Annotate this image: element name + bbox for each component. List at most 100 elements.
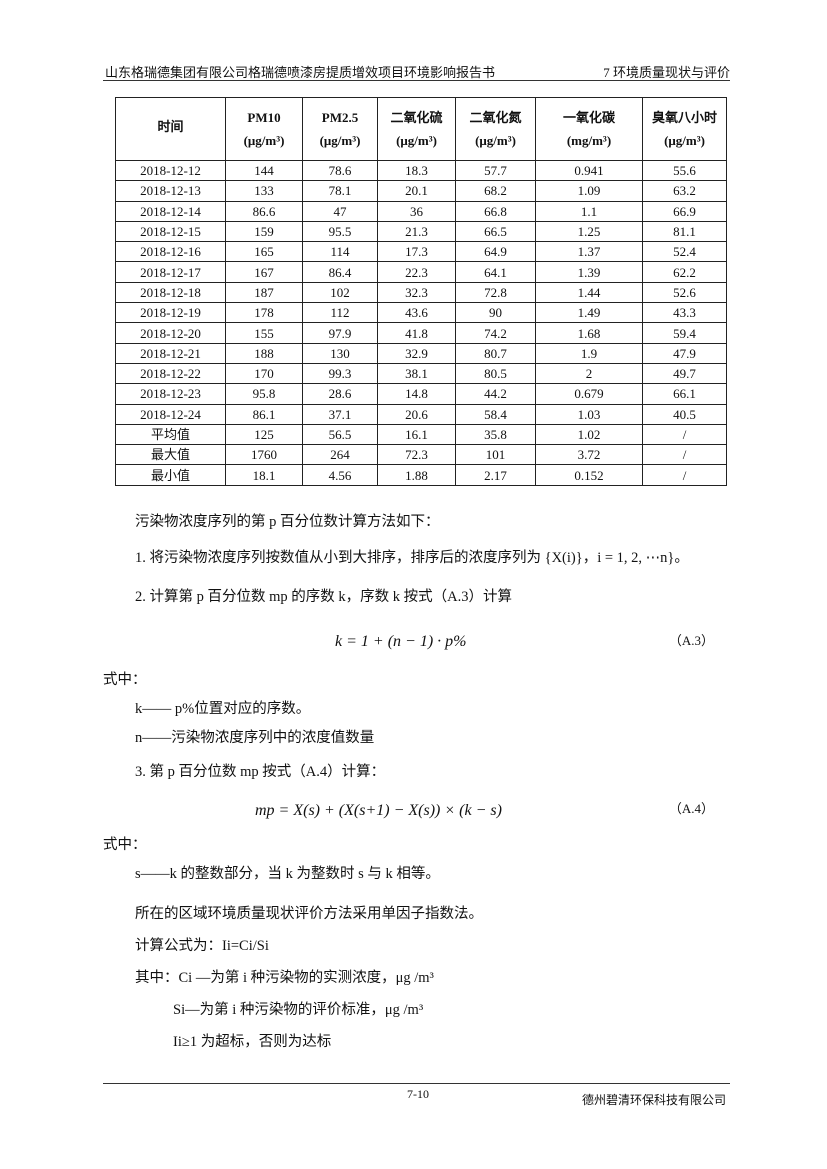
table-cell: 86.6 [225,200,303,222]
table-row: 2018-12-18 187 102 32.3 72.8 1.44 52.6 [115,281,727,304]
table-cell: 101 [455,444,536,466]
table-cell: 72.3 [377,444,456,466]
column-header: 一氧化碳 (mg/m³) [535,97,643,161]
column-unit: (μg/m³) [396,133,437,148]
table-cell: 1760 [225,444,303,466]
table-cell: 90 [455,302,536,324]
table-cell: 38.1 [377,362,456,385]
table-cell: 2018-12-22 [115,362,226,385]
table-cell: 44.2 [455,383,536,405]
table-cell: 2018-12-14 [115,200,226,222]
table-cell: 188 [225,342,303,364]
table-cell: 16.1 [377,423,456,446]
table-cell: 37.1 [302,403,378,425]
definition-s: s——k 的整数部分，当 k 为整数时 s 与 k 相等。 [135,866,440,882]
table-cell: 0.152 [535,464,643,486]
table-cell: 20.6 [377,403,456,425]
table-cell: 最小值 [115,464,226,486]
table-cell: 1.09 [535,180,643,202]
table-cell: 56.5 [302,423,378,446]
table-cell: 18.1 [225,464,303,486]
equation-a3: k = 1 + (n − 1) · p% [335,633,467,650]
table-cell: 55.6 [642,159,727,182]
table-cell: 43.6 [377,302,456,324]
table-cell: 2 [535,362,643,385]
table-cell: 3.72 [535,444,643,466]
table-cell: 18.3 [377,159,456,182]
table-cell: 22.3 [377,261,456,283]
column-name: 二氧化氮 [469,110,522,125]
definition-n: n——污染物浓度序列中的浓度值数量 [135,730,375,746]
column-name: PM2.5 [321,110,359,125]
table-cell: 20.1 [377,180,456,202]
si-definition: Si—为第 i 种污染物的评价标准，μg /m³ [173,1002,424,1018]
table-cell: 2018-12-21 [115,342,226,364]
table-cell: 1.68 [535,322,643,344]
column-unit: (μg/m³) [319,133,361,148]
table-cell: 155 [225,322,303,344]
column-unit: (μg/m³) [664,133,705,148]
ii-definition: Ii≥1 为超标，否则为达标 [173,1034,332,1050]
column-unit: (mg/m³) [566,133,612,148]
column-header: 时间 [115,97,226,161]
table-cell: 178 [225,302,303,324]
table-row: 2018-12-12 144 78.6 18.3 57.7 0.941 55.6 [115,159,727,182]
table-row: 最小值 18.1 4.56 1.88 2.17 0.152/ [115,464,727,486]
table-cell: 1.02 [535,423,643,446]
table-cell: 102 [302,281,378,304]
table-cell: 68.2 [455,180,536,202]
table-cell: 41.8 [377,322,456,344]
table-cell: 159 [225,220,303,243]
table-cell: 2018-12-12 [115,159,226,182]
table-cell: 187 [225,281,303,304]
definition-k: k—— p%位置对应的序数。 [135,701,311,717]
table-row: 最大值 1760 264 72.3 101 3.72/ [115,444,727,466]
ci-definition: 其中：Ci —为第 i 种污染物的实测浓度，μg /m³ [135,970,434,986]
table-cell: 2018-12-19 [115,302,226,324]
table-cell: 1.49 [535,302,643,324]
table-row: 2018-12-19 178 112 43.6 90 1.49 43.3 [115,302,727,324]
table-cell: / [642,464,727,486]
table-cell: 66.8 [455,200,536,222]
column-name: 时间 [157,118,184,134]
table-cell: 66.9 [642,200,727,222]
table-cell: 264 [302,444,378,466]
table-row: 2018-12-15 159 95.5 21.3 66.5 1.25 81.1 [115,220,727,243]
table-cell: 0.679 [535,383,643,405]
table-row: 2018-12-24 86.1 37.1 20.6 58.4 1.03 40.5 [115,403,727,425]
table-row: 2018-12-16 165 114 17.3 64.9 1.37 52.4 [115,241,727,263]
column-header: 二氧化氮 (μg/m³) [455,97,536,161]
table-cell: 97.9 [302,322,378,344]
table-cell: 1.03 [535,403,643,425]
table-cell: 144 [225,159,303,182]
table-cell: 47.9 [642,342,727,364]
table-cell: 86.1 [225,403,303,425]
table-row: 2018-12-21 188 130 32.9 80.7 1.9 47.9 [115,342,727,364]
table-cell: 133 [225,180,303,202]
table-cell: 49.7 [642,362,727,385]
header-chapter: 7 环境质量现状与评价 [603,65,730,80]
table-cell: 最大值 [115,444,226,466]
table-cell: 1.88 [377,464,456,486]
step-1: 1. 将污染物浓度序列按数值从小到大排序，排序后的浓度序列为 {X(i)}，i … [135,550,689,566]
table-cell: 0.941 [535,159,643,182]
column-header: PM2.5 (μg/m³) [302,97,378,161]
table-cell: 66.1 [642,383,727,405]
table-cell: 2018-12-24 [115,403,226,425]
table-cell: 95.8 [225,383,303,405]
equation-a4: mp = X(s) + (X(s+1) − X(s)) × (k − s) [255,802,502,819]
table-cell: 72.8 [455,281,536,304]
table-cell: 32.3 [377,281,456,304]
where-label: 式中： [103,672,147,688]
table-cell: 81.1 [642,220,727,243]
table-row: 2018-12-23 95.8 28.6 14.8 44.2 0.679 66.1 [115,383,727,405]
table-cell: 59.4 [642,322,727,344]
table-row: 2018-12-22 170 99.3 38.1 80.5 2 49.7 [115,362,727,385]
table-cell: 1.9 [535,342,643,364]
formula-text: 计算公式为：Ii=Ci/Si [135,938,269,954]
table-cell: 43.3 [642,302,727,324]
table-cell: 2018-12-15 [115,220,226,243]
table-cell: 62.2 [642,261,727,283]
table-cell: 40.5 [642,403,727,425]
table-cell: 95.5 [302,220,378,243]
